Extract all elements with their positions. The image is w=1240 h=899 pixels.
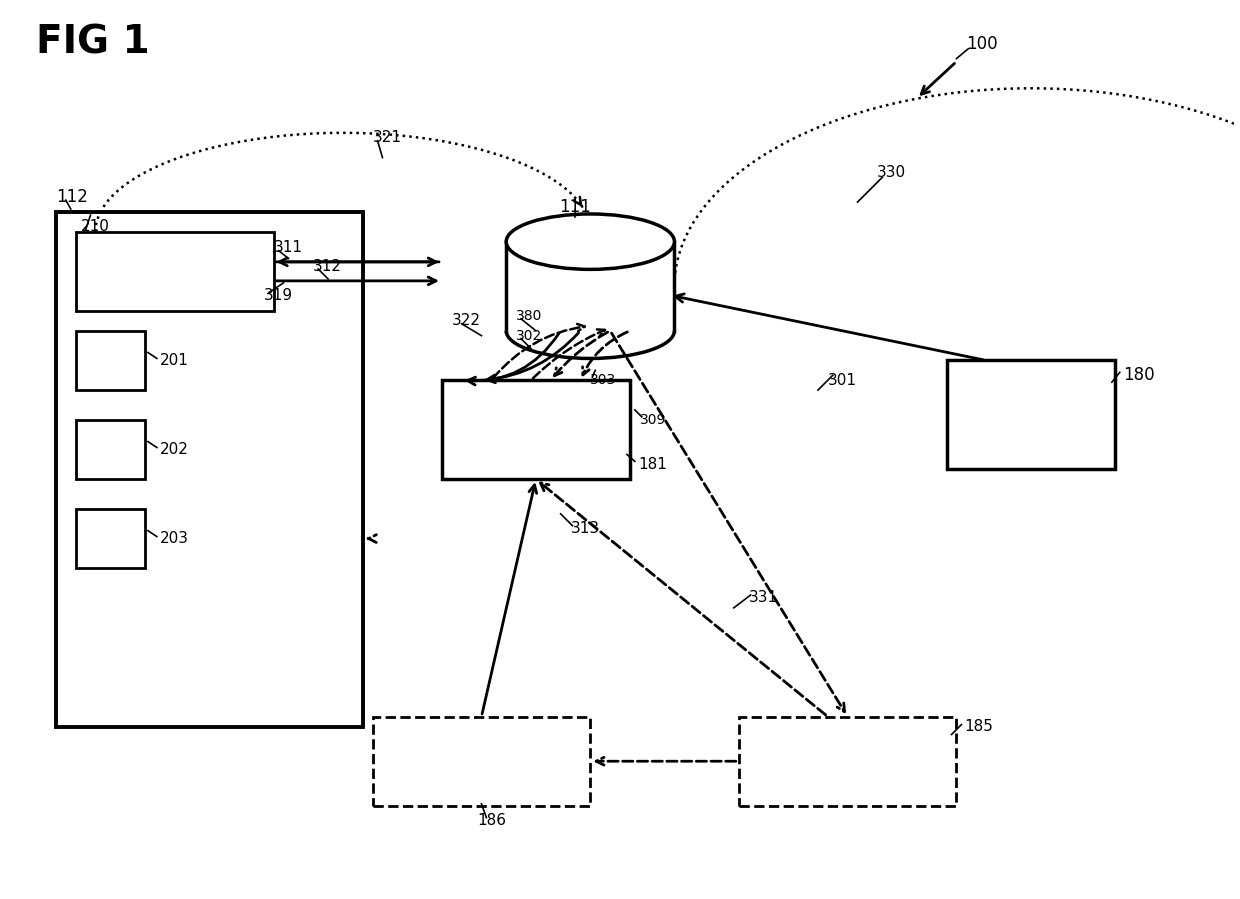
Bar [76,331,145,390]
FancyArrowPatch shape [467,333,559,385]
Text: 303: 303 [590,373,616,387]
Text: 210: 210 [81,219,109,235]
FancyArrowPatch shape [533,329,605,378]
Text: 203: 203 [160,531,188,546]
Bar [76,509,145,568]
Text: 312: 312 [314,259,342,273]
Polygon shape [506,242,675,331]
Text: 309: 309 [640,413,666,427]
Text: 331: 331 [749,591,777,605]
Text: 111: 111 [559,198,591,216]
FancyArrowPatch shape [554,332,608,376]
Text: 201: 201 [160,353,188,368]
Text: 202: 202 [160,442,188,457]
Text: 380: 380 [516,309,542,323]
Bar [56,212,362,726]
Bar [372,717,590,806]
Text: 311: 311 [274,240,303,255]
Text: 301: 301 [828,373,857,387]
Text: 100: 100 [966,35,998,53]
Ellipse shape [506,214,675,270]
FancyArrowPatch shape [494,324,585,378]
Text: 330: 330 [878,165,906,180]
Bar [441,380,630,479]
Bar [76,232,274,311]
Text: 185: 185 [965,719,993,734]
Bar [739,717,956,806]
FancyArrowPatch shape [487,333,579,383]
Text: 321: 321 [372,130,402,146]
Text: 180: 180 [1122,366,1154,384]
Text: 313: 313 [570,521,600,536]
Text: 112: 112 [56,188,88,206]
Text: FIG 1: FIG 1 [36,24,150,62]
Text: 181: 181 [637,457,667,472]
Text: 186: 186 [477,813,506,828]
Text: 319: 319 [264,289,293,303]
Text: 302: 302 [516,329,542,343]
Text: 322: 322 [451,314,481,328]
Bar [946,360,1115,469]
FancyArrowPatch shape [583,332,627,375]
Bar [76,420,145,479]
